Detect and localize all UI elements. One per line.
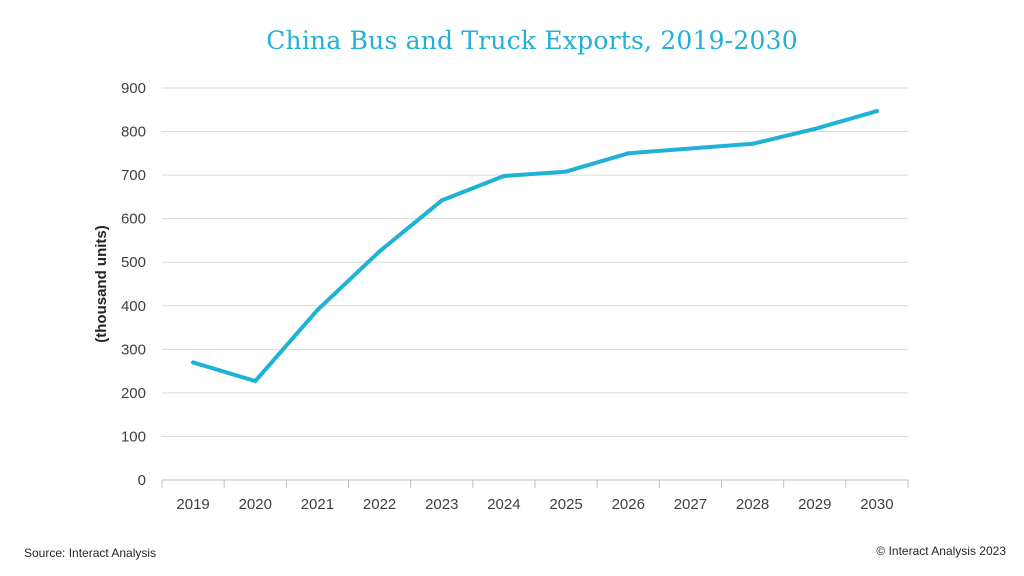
data-point-2026 xyxy=(626,151,631,156)
x-tick-label-2029: 2029 xyxy=(798,496,831,513)
x-tick-label-2023: 2023 xyxy=(425,496,458,513)
x-axis-ticks: 2019 2020 2021 2022 2023 2024 2025 2026 2027 2028… xyxy=(161,480,909,513)
x-tick-label-2025: 2025 xyxy=(549,496,582,513)
data-point-2024 xyxy=(501,173,506,178)
data-point-2030 xyxy=(874,109,879,114)
y-tick-label-400: 400 xyxy=(121,298,146,315)
y-axis-ticks: 0 100 200 300 400 500 600 700 800 900 xyxy=(121,80,146,489)
series-group xyxy=(191,109,879,384)
y-tick-label-900: 900 xyxy=(121,80,146,97)
y-tick-label-200: 200 xyxy=(121,385,146,402)
data-point-2028 xyxy=(750,141,755,146)
x-tick-label-2028: 2028 xyxy=(736,496,769,513)
y-tick-label-0: 0 xyxy=(138,472,146,489)
data-point-2019 xyxy=(191,360,196,365)
y-tick-label-100: 100 xyxy=(121,428,146,445)
y-tick-label-500: 500 xyxy=(121,254,146,271)
x-tick-label-2022: 2022 xyxy=(363,496,396,513)
y-tick-label-600: 600 xyxy=(121,211,146,228)
x-tick-label-2020: 2020 xyxy=(239,496,272,513)
x-tick-label-2026: 2026 xyxy=(612,496,645,513)
copyright-note: © Interact Analysis 2023 xyxy=(876,544,1006,558)
x-tick-label-2019: 2019 xyxy=(176,496,209,513)
series-line-0 xyxy=(191,109,879,384)
x-tick-label-2030: 2030 xyxy=(860,496,893,513)
chart-title: China Bus and Truck Exports, 2019-2030 xyxy=(266,26,798,55)
data-point-2022 xyxy=(377,249,382,254)
y-tick-label-700: 700 xyxy=(121,167,146,184)
data-point-2020 xyxy=(253,379,258,384)
y-tick-label-800: 800 xyxy=(121,124,146,141)
gridlines xyxy=(162,87,908,437)
y-tick-label-300: 300 xyxy=(121,341,146,358)
x-tick-label-2027: 2027 xyxy=(674,496,707,513)
data-point-2021 xyxy=(315,308,320,313)
x-tick-label-2024: 2024 xyxy=(487,496,520,513)
source-note: Source: Interact Analysis xyxy=(24,546,157,560)
data-point-2025 xyxy=(564,169,569,174)
data-point-2027 xyxy=(688,146,693,151)
data-point-2023 xyxy=(439,198,444,203)
x-tick-label-2021: 2021 xyxy=(301,496,334,513)
y-axis-title: (thousand units) xyxy=(93,225,110,342)
data-point-2029 xyxy=(812,126,817,131)
